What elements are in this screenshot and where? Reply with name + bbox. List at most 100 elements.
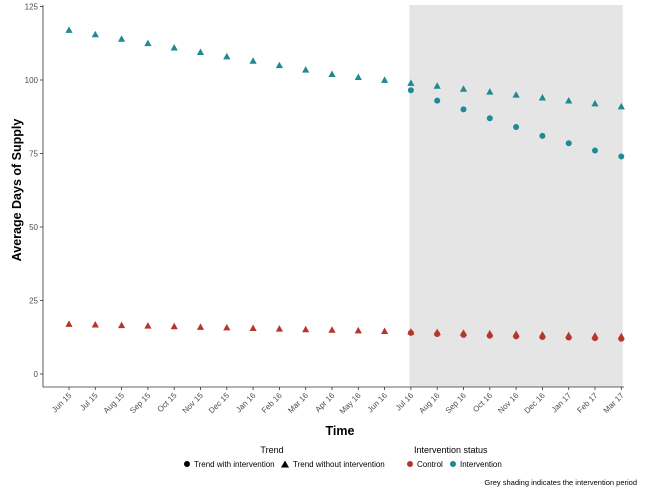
x-tick-label: Jan 17 [550,391,574,415]
data-point-triangle [223,323,231,331]
y-tick-label: 125 [25,3,39,12]
data-point-triangle [196,323,205,330]
y-tick-label: 50 [29,223,38,232]
data-point-circle [460,331,467,338]
x-tick-label: Mar 17 [602,391,626,415]
data-point-triangle [354,326,362,334]
data-point-triangle [302,325,310,333]
data-point-triangle [381,327,389,334]
intervention-shading [409,5,623,387]
data-point-triangle [328,326,336,333]
data-point-circle [565,334,572,341]
data-point-circle [565,140,572,147]
x-tick-label: Jul 16 [394,391,416,413]
x-tick-label: Dec 15 [207,391,232,416]
x-tick-label: Nov 16 [496,391,521,416]
data-point-triangle [249,57,257,64]
legend-control-swatch [407,461,413,467]
x-tick-label: Jun 16 [366,391,390,415]
data-point-triangle [118,35,126,42]
data-point-circle [407,87,414,94]
data-point-triangle [354,73,362,80]
y-tick-label: 75 [29,150,38,159]
data-point-circle [434,97,441,104]
x-axis-title: Time [326,424,355,438]
data-point-triangle [407,79,415,86]
x-tick-label: Jan 16 [234,391,258,415]
legend-intervention-label: Intervention [460,460,502,469]
legend-trend-title: Trend [260,445,283,455]
x-ticks: Jun 15 Jul 15 Aug 15 Sep 15 Oct 15 Nov 15 Dec … [50,387,626,416]
caption: Grey shading indicates the intervention … [484,478,637,487]
legend-control-label: Control [417,460,443,469]
data-points [65,26,625,342]
data-point-triangle [591,99,599,107]
data-point-triangle [275,61,283,69]
data-point-triangle [91,30,99,38]
legend-intervention-swatch [450,461,456,467]
data-point-triangle [91,321,99,328]
data-point-circle [618,153,625,160]
data-point-circle [618,335,625,342]
data-point-circle [592,147,598,154]
data-point-circle [486,332,493,339]
data-point-triangle [565,96,573,104]
data-point-triangle [486,88,494,95]
data-point-circle [460,106,467,113]
x-tick-label: Apr 16 [313,391,336,414]
y-tick-label: 100 [25,76,39,85]
data-point-triangle [170,44,178,51]
data-point-triangle [65,26,73,33]
x-tick-label: Sep 15 [128,391,153,416]
data-point-triangle [381,76,389,83]
x-tick-label: Aug 16 [417,391,442,416]
x-tick-label: Feb 17 [575,391,599,415]
data-point-triangle [433,82,441,89]
x-tick-label: Oct 16 [471,391,494,414]
y-tick-label: 0 [34,370,39,379]
data-point-circle [407,329,414,336]
data-point-triangle [196,48,205,55]
data-point-triangle [617,102,625,110]
data-point-circle [513,333,520,340]
data-point-circle [434,331,441,338]
x-tick-label: Dec 16 [523,391,548,416]
data-point-triangle [170,322,178,330]
data-point-circle [592,335,598,342]
legend-triangle-icon [281,460,289,468]
x-tick-label: Aug 15 [102,391,127,416]
data-point-triangle [512,91,520,98]
data-point-triangle [538,94,546,101]
data-point-circle [513,124,520,131]
x-tick-label: Oct 15 [156,391,179,414]
x-tick-label: Jun 15 [50,391,74,415]
data-point-circle [486,115,493,122]
x-tick-label: Mar 16 [286,391,310,415]
legend: Trend Trend with intervention Trend with… [184,445,502,469]
data-point-triangle [144,322,152,329]
data-point-triangle [459,85,468,92]
x-tick-label: May 16 [338,391,363,416]
x-tick-label: Feb 16 [260,391,284,415]
legend-circle-icon [184,461,190,467]
data-point-circle [539,132,546,139]
y-axis-title: Average Days of Supply [10,119,24,262]
data-point-triangle [302,66,310,73]
data-point-triangle [223,52,231,60]
data-point-circle [539,333,546,340]
x-tick-label: Nov 15 [181,391,206,416]
y-tick-label: 25 [29,297,38,306]
legend-trend-with: Trend with intervention [194,460,275,469]
data-point-triangle [118,321,126,329]
data-point-triangle [144,39,152,47]
data-point-triangle [249,324,257,332]
data-point-triangle [65,320,73,327]
legend-status-title: Intervention status [414,445,488,455]
x-tick-label: Jul 15 [78,391,100,413]
data-point-triangle [328,70,336,77]
y-ticks: 0 25 50 75 100 125 [25,3,43,379]
data-point-triangle [275,325,283,332]
legend-trend-without: Trend without intervention [293,460,385,469]
x-tick-label: Sep 16 [444,391,469,416]
